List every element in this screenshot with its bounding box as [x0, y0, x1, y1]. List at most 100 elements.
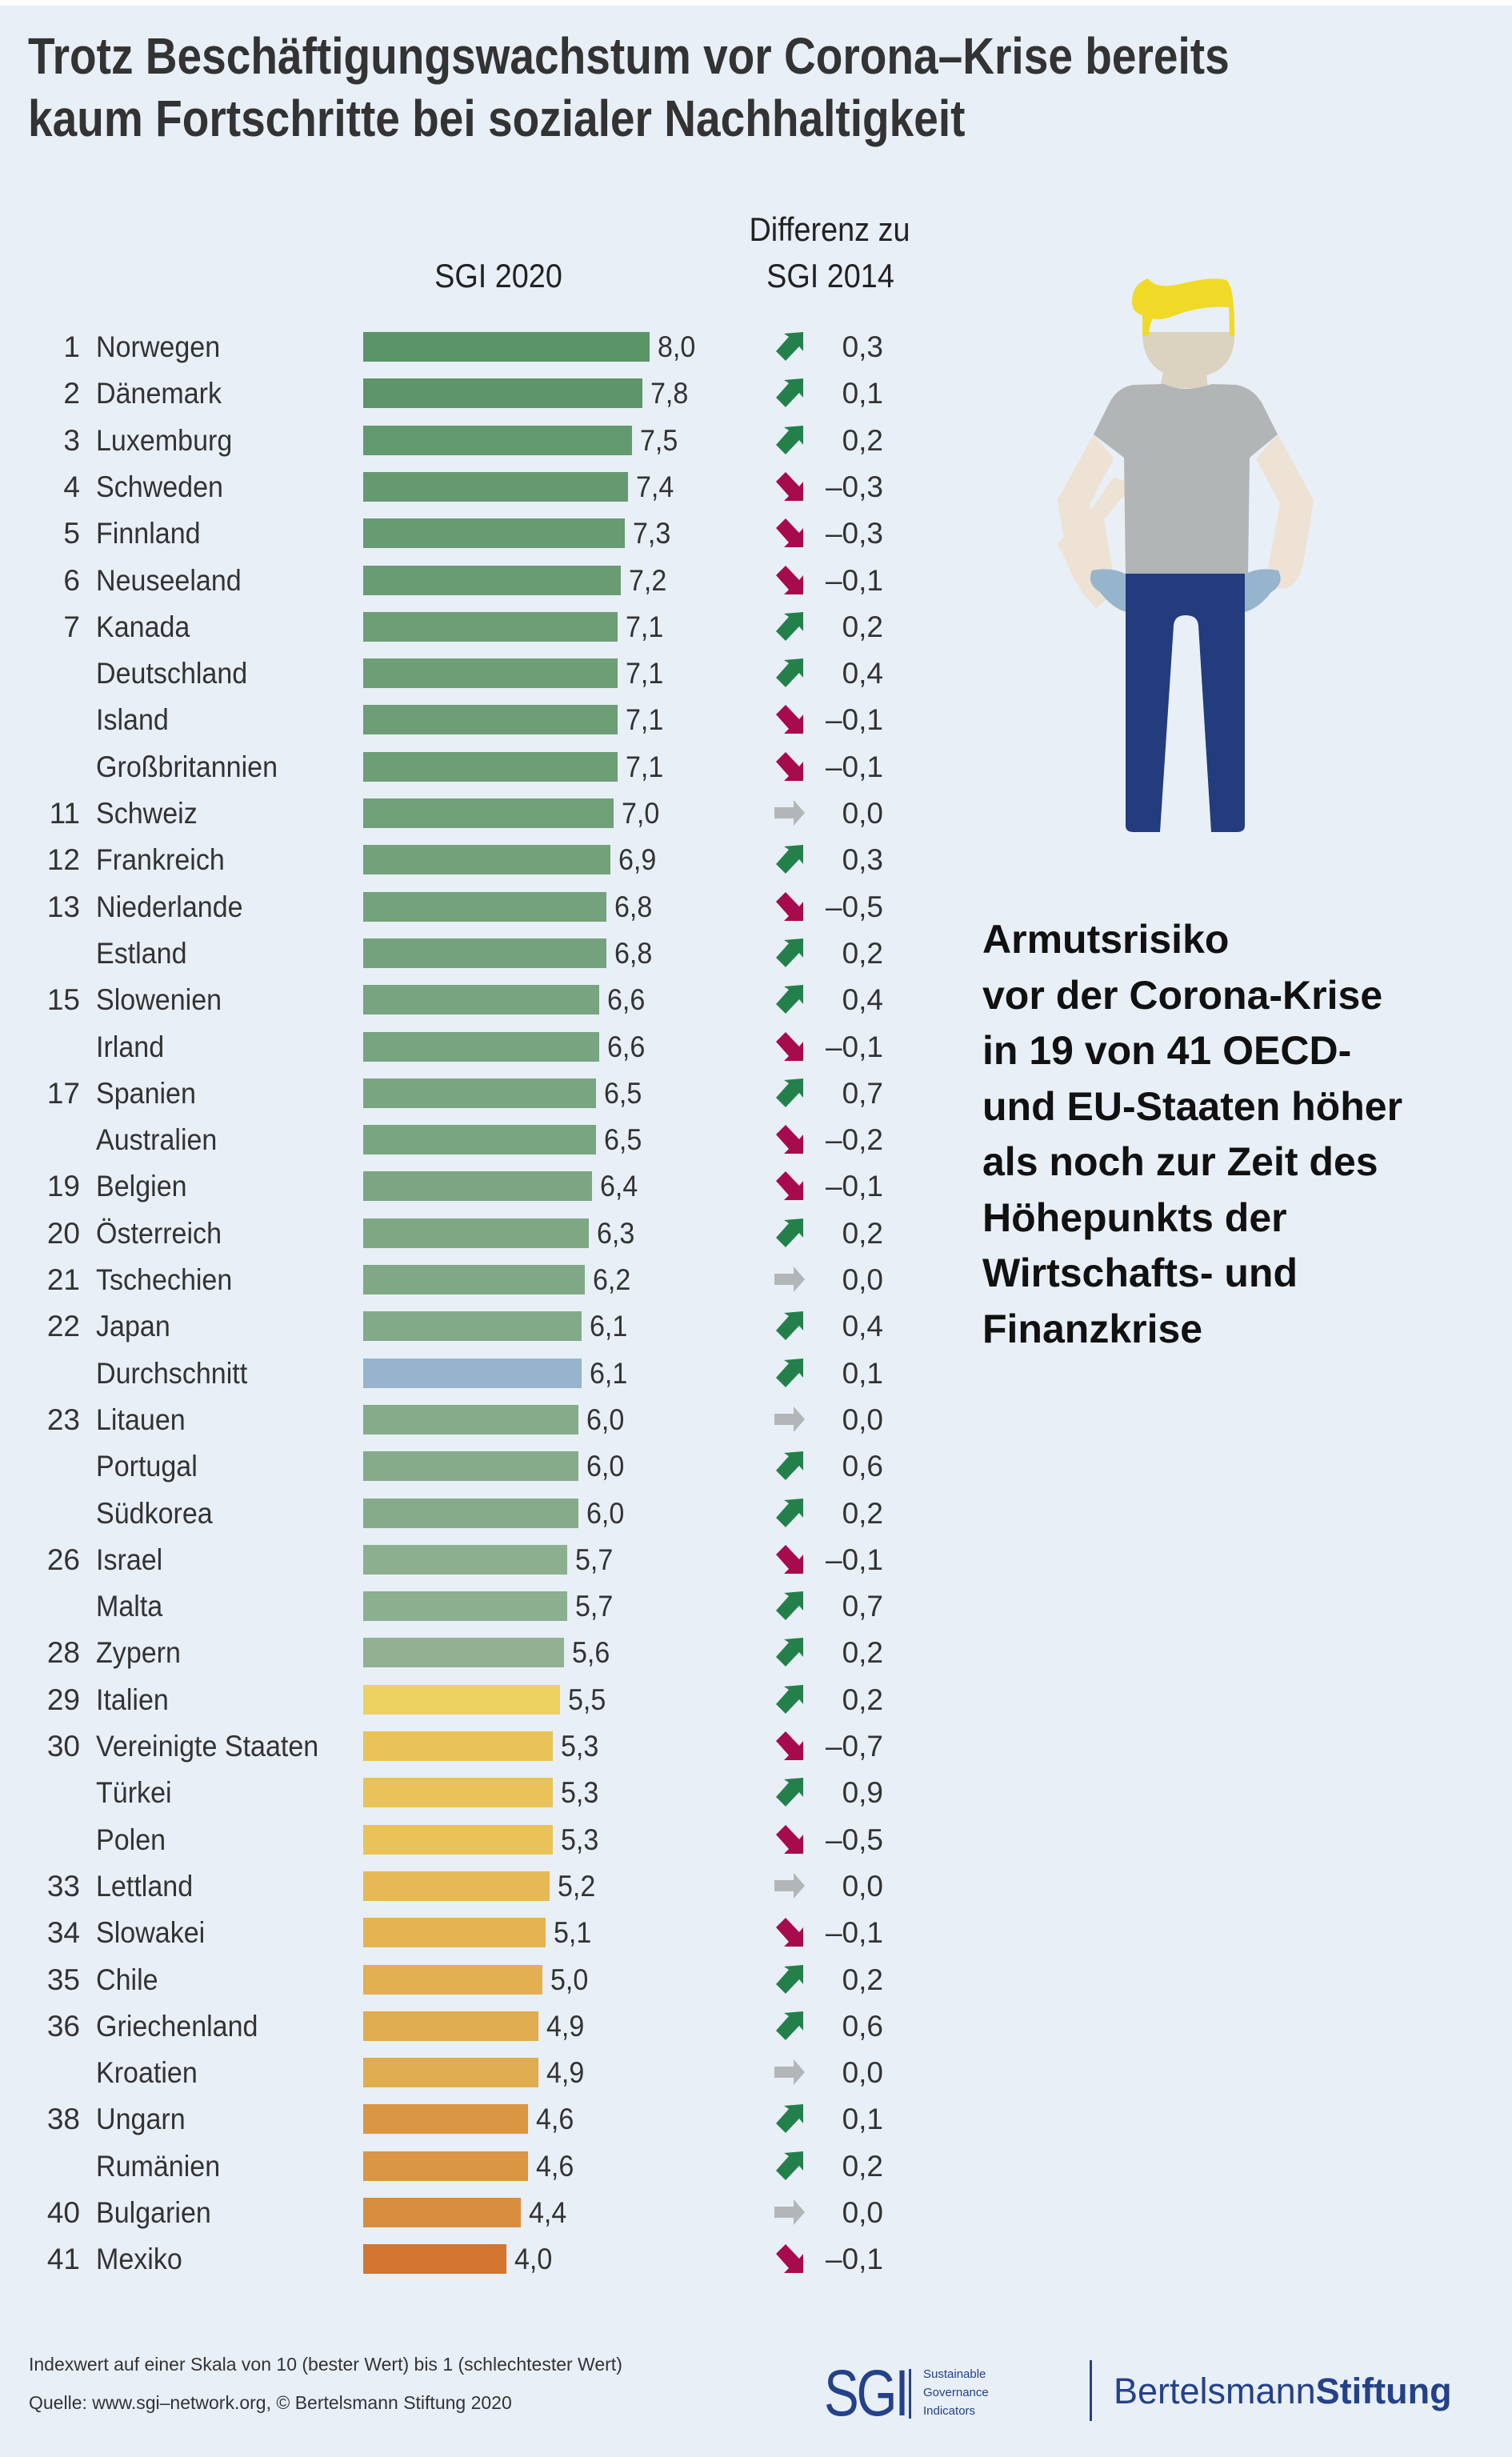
country-label: Kroatien: [96, 2056, 198, 2090]
arrow-shape: [774, 1267, 805, 1292]
rank-label: 33: [46, 1869, 80, 1903]
rank-label: 7: [63, 610, 80, 643]
rank-label: 30: [46, 1730, 80, 1763]
country-row: 36 Griechenland 4,9 0,6: [0, 2011, 944, 2041]
country-row: 20 Österreich 6,3 0,2: [0, 1218, 944, 1248]
country-row: 2 Dänemark 7,8 0,1: [0, 377, 944, 410]
arrow-shape: [776, 611, 803, 641]
diff-value-label: 0,2: [842, 423, 883, 457]
arrow-shape: [776, 1964, 803, 1994]
rank-label: 26: [46, 1543, 80, 1576]
country-label: Israel: [96, 1543, 163, 1576]
score-bar: [363, 1638, 564, 1668]
arrow-shape: [776, 1078, 803, 1107]
rank-label: 38: [46, 2103, 80, 2136]
country-row: 33 Lettland 5,2 0,0: [0, 1871, 944, 1901]
rank-label: 15: [46, 983, 80, 1017]
country-row: 5 Finnland 7,3 –0,3: [0, 518, 944, 549]
score-bar: [363, 1871, 550, 1901]
arrow-shape: [776, 1451, 803, 1481]
diff-value-label: 0,3: [842, 330, 883, 363]
arrow-shape: [774, 1406, 805, 1432]
country-label: Zypern: [96, 1636, 181, 1670]
diff-value-label: 0,1: [842, 377, 883, 410]
trend-up-arrow-icon: [776, 938, 803, 967]
diff-value-label: –0,3: [825, 470, 883, 503]
score-bar: [363, 1031, 600, 1062]
diff-value-label: 0,2: [842, 1216, 883, 1250]
country-row: Deutschland 7,1 0,4: [0, 658, 944, 689]
trend-up-arrow-icon: [776, 378, 803, 408]
score-value-label: 6,3: [596, 1216, 635, 1250]
trend-up-arrow-icon: [776, 1498, 803, 1527]
country-label: Luxemburg: [96, 423, 233, 457]
score-bar: [363, 2011, 539, 2041]
rank-label: 40: [46, 2196, 80, 2229]
statement-line: vor der Corona-Krise: [982, 972, 1383, 1018]
trend-flat-arrow-icon: [774, 2059, 805, 2086]
country-label: Spanien: [96, 1076, 196, 1110]
country-row: Polen 5,3 –0,5: [0, 1824, 944, 1855]
country-row: 3 Luxemburg 7,5 0,2: [0, 423, 944, 457]
diff-value-label: 0,0: [842, 2056, 883, 2090]
score-value-label: 5,2: [557, 1869, 596, 1903]
diff-value-label: 0,2: [842, 1683, 883, 1716]
score-bar: [363, 565, 622, 595]
statement-line: Finanzkrise: [982, 1306, 1203, 1351]
trend-down-arrow-icon: [776, 1171, 803, 1201]
trend-up-arrow-icon: [776, 658, 803, 688]
diff-value-label: 0,2: [842, 1496, 883, 1530]
rank-label: 1: [63, 330, 80, 363]
score-bar: [363, 1311, 582, 1342]
rank-label: 35: [46, 1963, 80, 1996]
score-bar: [363, 2198, 521, 2227]
country-label: Belgien: [96, 1170, 187, 1203]
statement-line: in 19 von 41 OECD-: [982, 1028, 1352, 1073]
rank-label: 17: [46, 1076, 80, 1110]
score-bar: [363, 2058, 539, 2088]
country-label: Schweden: [96, 470, 223, 503]
trend-up-arrow-icon: [776, 2104, 803, 2134]
arrow-shape: [776, 471, 803, 501]
country-row: 21 Tschechien 6,2 0,0: [0, 1265, 944, 1295]
country-label: Kanada: [96, 610, 190, 643]
arrow-shape: [776, 1684, 803, 1714]
country-label: Tschechien: [96, 1263, 233, 1296]
rank-label: 34: [46, 1916, 80, 1950]
trend-flat-arrow-icon: [774, 800, 805, 826]
score-value-label: 6,8: [614, 936, 653, 970]
rank-label: 22: [46, 1310, 80, 1343]
rank-label: 13: [46, 890, 80, 923]
arrow-shape: [776, 1218, 803, 1247]
country-row: 29 Italien 5,5 0,2: [0, 1683, 944, 1716]
country-row: Portugal 6,0 0,6: [0, 1451, 944, 1482]
arrow-shape: [776, 2104, 803, 2134]
statement-line: und EU-Staaten höher: [982, 1083, 1403, 1129]
score-value-label: 6,6: [607, 983, 646, 1017]
rank-label: 2: [63, 377, 80, 410]
arrow-shape: [776, 1498, 803, 1527]
diff-value-label: –0,1: [825, 2243, 883, 2276]
poverty-risk-statement: Armutsrisiko vor der Corona-Krise in 19 vo…: [982, 912, 1494, 1357]
country-row: 12 Frankreich 6,9 0,3: [0, 843, 944, 877]
score-bar: [363, 1265, 586, 1295]
rank-label: 12: [46, 843, 80, 877]
score-bar: [363, 751, 618, 782]
country-label: Island: [96, 703, 169, 737]
arrow-shape: [776, 1311, 803, 1341]
arrow-shape: [776, 2244, 803, 2274]
score-value-label: 7,2: [629, 563, 667, 597]
diff-value-label: 0,7: [842, 1076, 883, 1110]
diff-value-label: 0,6: [842, 2009, 883, 2043]
sgi-logo: SGI Sustainable Governance Indicators: [824, 2361, 1016, 2427]
trend-up-arrow-icon: [776, 1778, 803, 1807]
score-value-label: 6,0: [586, 1496, 624, 1530]
country-row: 41 Mexiko 4,0 –0,1: [0, 2243, 944, 2276]
score-bar: [363, 1218, 589, 1248]
arrow-shape: [776, 1358, 803, 1387]
country-label: Italien: [96, 1683, 169, 1716]
country-row: 35 Chile 5,0 0,2: [0, 1963, 944, 1996]
rank-label: 20: [46, 1216, 80, 1250]
score-bar: [363, 1918, 546, 1948]
score-value-label: 6,2: [593, 1263, 631, 1296]
